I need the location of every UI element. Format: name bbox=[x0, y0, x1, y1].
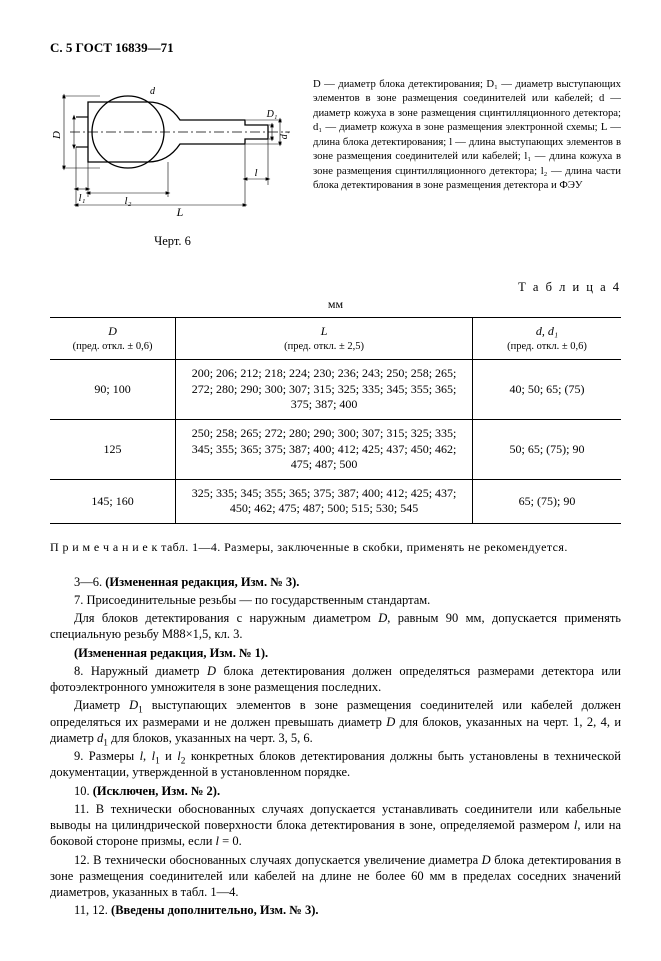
table-label: Т а б л и ц а 4 bbox=[50, 279, 621, 295]
svg-text:d₁: d₁ bbox=[279, 131, 290, 139]
figure-row: D d₁ D₁ l bbox=[50, 77, 621, 249]
svg-text:D₁: D₁ bbox=[266, 109, 278, 120]
paragraph: 8. Наружный диаметр D блока детектирован… bbox=[50, 663, 621, 696]
cell-D: 125 bbox=[50, 420, 176, 480]
cell-D: 145; 160 bbox=[50, 479, 176, 523]
page-header: С. 5 ГОСТ 16839—71 bbox=[50, 40, 621, 57]
paragraph: (Измененная редакция, Изм. № 1). bbox=[50, 645, 621, 661]
body-text: 3—6. (Измененная редакция, Изм. № 3). 7. … bbox=[50, 574, 621, 919]
table-header-row: D (пред. откл. ± 0,6) L (пред. откл. ± 2… bbox=[50, 317, 621, 359]
figure-column: D d₁ D₁ l bbox=[50, 77, 295, 249]
cell-d: 65; (75); 90 bbox=[473, 479, 621, 523]
paragraph: Диаметр D1 выступающих элементов в зоне … bbox=[50, 697, 621, 746]
figure-legend: D — диаметр блока детектирования; D₁ — д… bbox=[313, 77, 621, 193]
cell-d: 40; 50; 65; (75) bbox=[473, 360, 621, 420]
paragraph: 12. В технически обоснованных случаях до… bbox=[50, 852, 621, 901]
paragraph: Для блоков детектирования с наружным диа… bbox=[50, 610, 621, 643]
table-note: П р и м е ч а н и е к табл. 1—4. Размеры… bbox=[50, 540, 621, 556]
svg-text:d: d bbox=[150, 86, 156, 97]
figure-caption: Черт. 6 bbox=[50, 233, 295, 249]
table-row: 145; 160325; 335; 345; 355; 365; 375; 38… bbox=[50, 479, 621, 523]
svg-text:D: D bbox=[51, 131, 63, 140]
cell-L: 250; 258; 265; 272; 280; 290; 300; 307; … bbox=[176, 420, 473, 480]
figure-drawing: D d₁ D₁ l bbox=[50, 77, 295, 227]
svg-text:l: l bbox=[254, 167, 257, 179]
paragraph: 10. (Исключен, Изм. № 2). bbox=[50, 783, 621, 799]
table-body: 90; 100200; 206; 212; 218; 224; 230; 236… bbox=[50, 360, 621, 524]
paragraph: 7. Присоединительные резьбы — по государ… bbox=[50, 592, 621, 608]
svg-text:l₁: l₁ bbox=[79, 192, 86, 204]
data-table: D (пред. откл. ± 0,6) L (пред. откл. ± 2… bbox=[50, 317, 621, 524]
cell-d: 50; 65; (75); 90 bbox=[473, 420, 621, 480]
cell-L: 325; 335; 345; 355; 365; 375; 387; 400; … bbox=[176, 479, 473, 523]
table-unit: мм bbox=[50, 297, 621, 313]
paragraph: 11. В технически обоснованных случаях до… bbox=[50, 801, 621, 850]
paragraph: 9. Размеры l, l1 и l2 конкретных блоков … bbox=[50, 748, 621, 781]
col-header-d: d, d₁ (пред. откл. ± 0,6) bbox=[473, 317, 621, 359]
paragraph: 3—6. (Измененная редакция, Изм. № 3). bbox=[50, 574, 621, 590]
cell-L: 200; 206; 212; 218; 224; 230; 236; 243; … bbox=[176, 360, 473, 420]
table-row: 90; 100200; 206; 212; 218; 224; 230; 236… bbox=[50, 360, 621, 420]
col-header-D: D (пред. откл. ± 0,6) bbox=[50, 317, 176, 359]
col-header-L: L (пред. откл. ± 2,5) bbox=[176, 317, 473, 359]
table-row: 125250; 258; 265; 272; 280; 290; 300; 30… bbox=[50, 420, 621, 480]
cell-D: 90; 100 bbox=[50, 360, 176, 420]
svg-text:L: L bbox=[176, 205, 184, 219]
paragraph: 11, 12. (Введены дополнительно, Изм. № 3… bbox=[50, 902, 621, 918]
